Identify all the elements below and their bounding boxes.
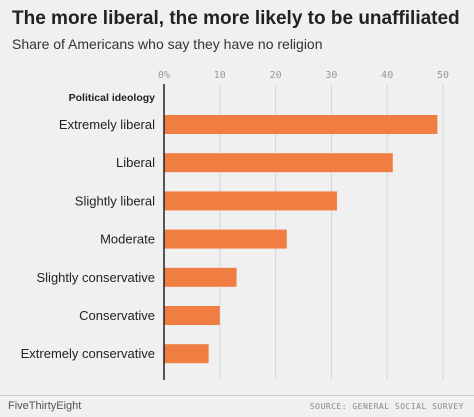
x-tick-label: 10 xyxy=(214,70,226,81)
category-label: Slightly liberal xyxy=(75,193,155,208)
bar xyxy=(164,344,209,364)
bar xyxy=(164,191,337,211)
category-label: Extremely liberal xyxy=(59,117,155,132)
chart-title: The more liberal, the more likely to be … xyxy=(12,8,460,29)
x-tick-label: 20 xyxy=(270,70,282,81)
footer-divider xyxy=(0,395,474,396)
bar xyxy=(164,115,438,134)
bar xyxy=(164,229,287,249)
category-label: Conservative xyxy=(79,308,155,323)
brand-label: FiveThirtyEight xyxy=(8,400,82,412)
x-tick-label: 30 xyxy=(325,70,337,81)
category-header: Political ideology xyxy=(69,92,156,104)
bar xyxy=(164,306,220,325)
bar xyxy=(164,267,237,287)
chart-subtitle: Share of Americans who say they have no … xyxy=(12,36,323,52)
x-tick-label: 50 xyxy=(437,70,449,81)
category-label: Moderate xyxy=(100,232,155,247)
category-label: Liberal xyxy=(116,155,155,170)
bar xyxy=(164,153,393,173)
x-tick-label: 40 xyxy=(381,70,393,81)
x-tick-label: 0% xyxy=(158,70,170,81)
category-label: Extremely conservative xyxy=(21,346,155,361)
source-note: SOURCE: GENERAL SOCIAL SURVEY xyxy=(309,402,464,411)
category-label: Slightly conservative xyxy=(37,270,156,285)
